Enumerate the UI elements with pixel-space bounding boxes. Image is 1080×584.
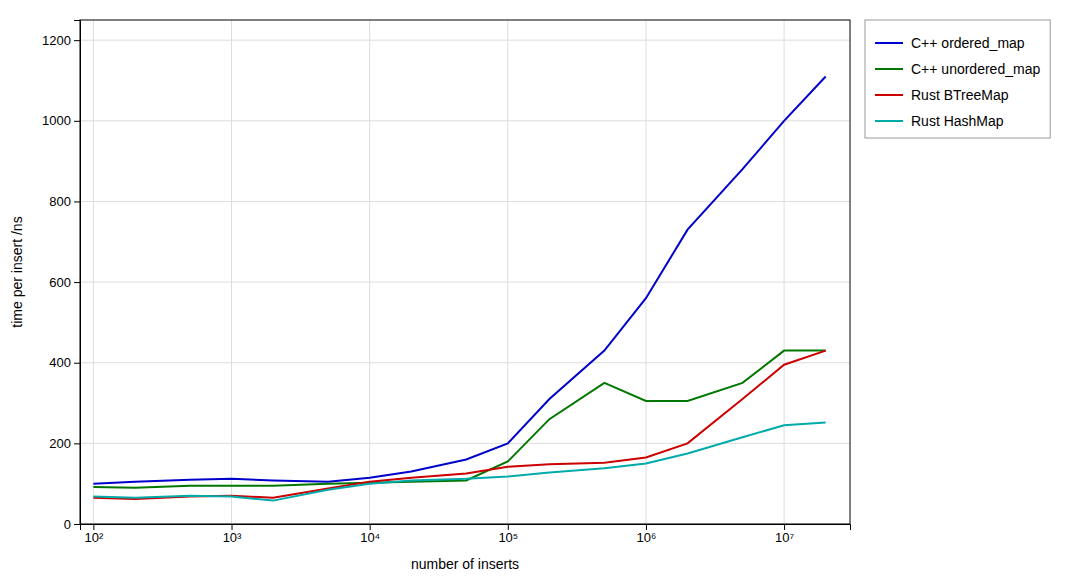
y-tick: 400 [49,355,80,370]
y-tick-mark [74,121,80,122]
y-tick-label: 1000 [42,113,71,128]
legend-item: C++ ordered_map [875,35,1025,51]
legend-label: C++ ordered_map [911,35,1025,51]
x-tick-mark [646,524,647,530]
x-tick-mark [508,524,509,530]
legend: C++ ordered_map C++ unordered_map Rust BTr… [865,20,1050,138]
x-axis-line [81,525,851,531]
x-tick-mark [370,524,371,530]
legend-item: Rust HashMap [875,113,1004,129]
grid-line-x [369,20,370,524]
x-tick: 10² [84,524,103,545]
y-axis-line [74,21,81,525]
x-tick-label: 10³ [223,530,242,545]
y-axis-title: time per insert /ns [9,216,25,327]
grid-line-y [80,120,850,121]
x-tick-label: 10⁴ [360,530,380,545]
y-tick-mark [74,40,80,41]
grid [80,20,850,524]
series-line [93,351,825,488]
x-tick-label: 10⁶ [637,530,657,545]
x-tick-label: 10⁵ [498,530,518,545]
series-line [93,76,825,483]
legend-label: C++ unordered_map [911,61,1040,77]
y-tick-label: 0 [64,517,71,532]
y-tick: 1000 [42,113,80,128]
chart: 10² 10³ 10⁴ 10⁵ 10⁶ 10⁷ 0 200 400 600 800 1000 1200 n… [0,0,1080,584]
y-tick: 800 [49,194,80,209]
x-tick-mark [784,524,785,530]
grid-line-y [80,362,850,363]
y-tick: 600 [49,275,80,290]
legend-label: Rust HashMap [911,113,1004,129]
y-tick-mark [74,201,80,202]
x-tick: 10⁶ [637,524,657,545]
grid-line-y [80,443,850,444]
y-tick: 1200 [42,33,80,48]
grid-line-y [80,201,850,202]
grid-line-x [507,20,508,524]
x-axis-title: number of inserts [411,556,519,572]
legend-box [865,20,1050,138]
x-tick: 10³ [223,524,242,545]
y-tick-label: 400 [49,355,71,370]
y-tick-label: 200 [49,436,71,451]
grid-line-x [645,20,646,524]
grid-line-x [784,20,785,524]
legend-label: Rust BTreeMap [911,87,1009,103]
grid-line-x [93,20,94,524]
legend-swatch [875,68,903,70]
y-tick-mark [74,282,80,283]
grid-line-y [80,40,850,41]
y-tick-label: 800 [49,194,71,209]
x-tick-mark [232,524,233,530]
series-lines [93,76,825,500]
y-tick-label: 1200 [42,33,71,48]
x-tick-mark [93,524,94,530]
y-tick-mark [74,524,80,525]
y-tick: 200 [49,436,80,451]
legend-swatch [875,120,903,122]
plot-frame [80,20,850,524]
series-line [93,422,825,500]
y-tick-mark [74,443,80,444]
x-tick-label: 10² [84,530,103,545]
legend-item: C++ unordered_map [875,61,1040,77]
x-tick-label: 10⁷ [775,530,794,545]
y-axis: 0 200 400 600 800 1000 1200 [42,21,80,532]
grid-line-y [80,282,850,283]
y-tick-label: 600 [49,275,71,290]
legend-item: Rust BTreeMap [875,87,1009,103]
legend-swatch [875,94,903,96]
y-tick: 0 [64,517,80,532]
x-axis: 10² 10³ 10⁴ 10⁵ 10⁶ 10⁷ [81,524,851,545]
x-tick: 10⁵ [498,524,518,545]
y-tick-mark [74,363,80,364]
x-tick: 10⁴ [360,524,380,545]
legend-swatch [875,42,903,44]
grid-line-x [231,20,232,524]
plot: 10² 10³ 10⁴ 10⁵ 10⁶ 10⁷ 0 200 400 600 800 1000 1200 n… [9,20,1050,572]
x-tick: 10⁷ [775,524,794,545]
series-line [93,351,825,499]
